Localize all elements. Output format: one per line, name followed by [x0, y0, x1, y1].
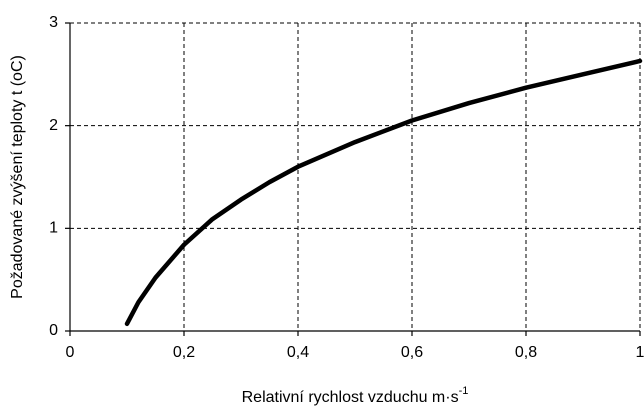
x-tick-label: 0 [66, 344, 75, 361]
x-axis-label-sup: -1 [459, 385, 469, 397]
x-tick-label: 0,2 [173, 344, 195, 361]
x-axis-label: Relativní rychlost vzduchu m·s-1 [242, 385, 469, 406]
x-axis-label-text: Relativní rychlost vzduchu m·s [242, 389, 459, 406]
x-tick-label: 0,4 [287, 344, 309, 361]
data-line [124, 58, 643, 327]
y-tick-label: 1 [49, 220, 58, 237]
y-tick-label: 2 [49, 117, 58, 134]
y-tick-label: 0 [49, 322, 58, 339]
x-tick-label: 0,8 [515, 344, 537, 361]
x-tick-label: 1 [636, 344, 644, 361]
y-axis-label: Požadované zvýšení teploty t (oC) [9, 55, 26, 299]
x-tick-label: 0,6 [401, 344, 423, 361]
y-tick-label: 3 [49, 14, 58, 31]
